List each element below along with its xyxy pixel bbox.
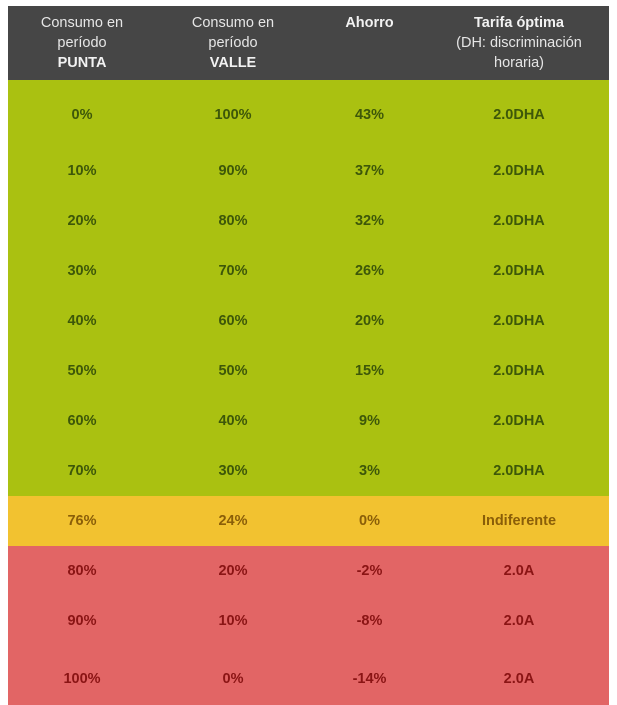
cell-tarifa: 2.0DHA: [429, 446, 609, 496]
cell-ahorro: 37%: [310, 146, 429, 196]
table-body: 0% 100% 43% 2.0DHA 10% 90% 37% 2.0DHA 20…: [8, 80, 609, 705]
cell-ahorro: 20%: [310, 296, 429, 346]
cell-tarifa: 2.0DHA: [429, 146, 609, 196]
cell-tarifa: 2.0A: [429, 546, 609, 596]
cell-punta: 30%: [8, 246, 156, 296]
header-punta-bold: PUNTA: [57, 55, 107, 71]
table-row: 80% 20% -2% 2.0A: [8, 546, 609, 596]
cell-tarifa: Indiferente: [429, 496, 609, 546]
header-tarifa-line3: horaria): [494, 55, 544, 71]
cell-valle: 40%: [156, 396, 310, 446]
cell-tarifa: 2.0DHA: [429, 246, 609, 296]
table-header: Consumo en período PUNTA Consumo en perí…: [8, 6, 609, 80]
cell-punta: 60%: [8, 396, 156, 446]
cell-valle: 10%: [156, 596, 310, 646]
header-ahorro: Ahorro: [310, 6, 429, 80]
cell-valle: 90%: [156, 146, 310, 196]
cell-punta: 80%: [8, 546, 156, 596]
table-row: 60% 40% 9% 2.0DHA: [8, 396, 609, 446]
cell-tarifa: 2.0DHA: [429, 296, 609, 346]
cell-tarifa: 2.0DHA: [429, 196, 609, 246]
tariff-comparison: Consumo en período PUNTA Consumo en perí…: [8, 6, 609, 705]
header-punta-line1: Consumo en: [40, 15, 124, 31]
cell-valle: 70%: [156, 246, 310, 296]
cell-tarifa: 2.0DHA: [429, 80, 609, 146]
cell-punta: 100%: [8, 646, 156, 705]
cell-valle: 24%: [156, 496, 310, 546]
cell-valle: 20%: [156, 546, 310, 596]
cell-valle: 30%: [156, 446, 310, 496]
cell-ahorro: 32%: [310, 196, 429, 246]
table-row: 70% 30% 3% 2.0DHA: [8, 446, 609, 496]
header-valle-line2: período: [208, 35, 258, 51]
cell-tarifa: 2.0A: [429, 596, 609, 646]
cell-punta: 0%: [8, 80, 156, 146]
cell-ahorro: 0%: [310, 496, 429, 546]
cell-punta: 90%: [8, 596, 156, 646]
header-valle-bold: VALLE: [209, 55, 257, 71]
header-tarifa-line2: (DH: discriminación: [456, 35, 582, 51]
header-tarifa-bold: Tarifa óptima: [474, 15, 564, 31]
table-row: 40% 60% 20% 2.0DHA: [8, 296, 609, 346]
cell-ahorro: 26%: [310, 246, 429, 296]
tariff-table: Consumo en período PUNTA Consumo en perí…: [8, 6, 609, 705]
cell-valle: 50%: [156, 346, 310, 396]
cell-punta: 76%: [8, 496, 156, 546]
cell-valle: 0%: [156, 646, 310, 705]
table-row: 30% 70% 26% 2.0DHA: [8, 246, 609, 296]
cell-ahorro: -14%: [310, 646, 429, 705]
cell-ahorro: 43%: [310, 80, 429, 146]
cell-punta: 70%: [8, 446, 156, 496]
cell-ahorro: -2%: [310, 546, 429, 596]
table-row: 20% 80% 32% 2.0DHA: [8, 196, 609, 246]
cell-punta: 10%: [8, 146, 156, 196]
header-punta-line2: período: [57, 35, 107, 51]
cell-ahorro: 9%: [310, 396, 429, 446]
table-row: 100% 0% -14% 2.0A: [8, 646, 609, 705]
cell-ahorro: 15%: [310, 346, 429, 396]
cell-ahorro: -8%: [310, 596, 429, 646]
table-row: 76% 24% 0% Indiferente: [8, 496, 609, 546]
table-row: 90% 10% -8% 2.0A: [8, 596, 609, 646]
cell-tarifa: 2.0DHA: [429, 346, 609, 396]
cell-punta: 40%: [8, 296, 156, 346]
cell-ahorro: 3%: [310, 446, 429, 496]
table-row: 10% 90% 37% 2.0DHA: [8, 146, 609, 196]
header-punta: Consumo en período PUNTA: [8, 6, 156, 80]
cell-valle: 100%: [156, 80, 310, 146]
header-row: Consumo en período PUNTA Consumo en perí…: [8, 6, 609, 80]
table-row: 50% 50% 15% 2.0DHA: [8, 346, 609, 396]
header-ahorro-bold: Ahorro: [345, 15, 394, 31]
cell-tarifa: 2.0A: [429, 646, 609, 705]
cell-valle: 60%: [156, 296, 310, 346]
cell-punta: 20%: [8, 196, 156, 246]
cell-punta: 50%: [8, 346, 156, 396]
table-row: 0% 100% 43% 2.0DHA: [8, 80, 609, 146]
cell-tarifa: 2.0DHA: [429, 396, 609, 446]
header-valle-line1: Consumo en: [191, 15, 275, 31]
header-tarifa: Tarifa óptima (DH: discriminación horari…: [429, 6, 609, 80]
cell-valle: 80%: [156, 196, 310, 246]
header-valle: Consumo en período VALLE: [156, 6, 310, 80]
